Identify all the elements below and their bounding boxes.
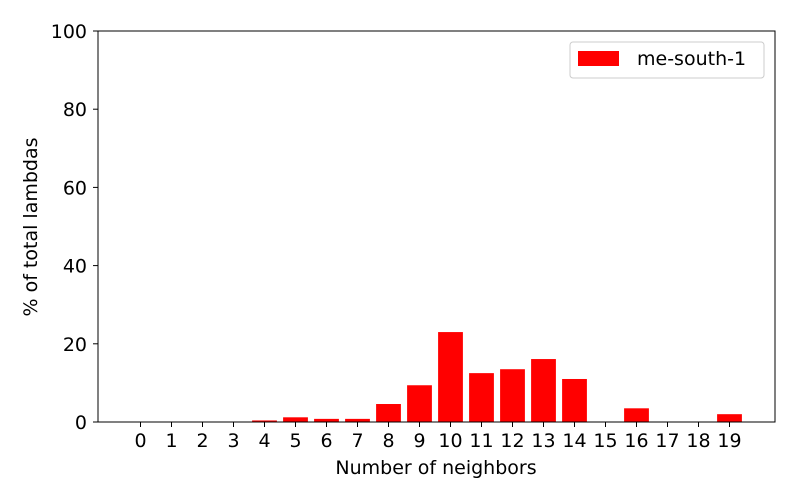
x-tick-label: 4 xyxy=(258,430,270,452)
x-tick-label: 15 xyxy=(593,430,617,452)
x-tick-label: 3 xyxy=(227,430,239,452)
x-tick-label: 7 xyxy=(351,430,363,452)
legend-swatch xyxy=(578,51,619,66)
y-axis: 0 20 40 60 80 100 xyxy=(51,21,98,434)
y-tick-label: 40 xyxy=(63,256,87,278)
x-tick-label: 14 xyxy=(562,430,586,452)
bar-16 xyxy=(624,408,649,422)
x-tick-label: 8 xyxy=(382,430,394,452)
x-tick-label: 11 xyxy=(469,430,493,452)
bar-14 xyxy=(562,378,587,422)
x-tick-label: 19 xyxy=(717,430,741,452)
x-tick-label: 0 xyxy=(134,430,146,452)
y-tick-label: 100 xyxy=(51,21,87,43)
bar-6 xyxy=(314,418,339,422)
bar-7 xyxy=(345,418,370,422)
x-tick-label: 1 xyxy=(165,430,177,452)
x-tick-label: 9 xyxy=(413,430,425,452)
x-tick-label: 18 xyxy=(686,430,710,452)
bar-9 xyxy=(407,385,432,422)
x-tick-label: 6 xyxy=(320,430,332,452)
bar-8 xyxy=(376,404,401,422)
y-tick-label: 0 xyxy=(75,412,87,434)
x-axis: 0 1 2 3 4 5 6 7 8 9 10 11 12 13 14 15 16 17 18 19 xyxy=(134,422,742,452)
x-tick-label: 16 xyxy=(624,430,648,452)
x-tick-label: 5 xyxy=(289,430,301,452)
bars-group xyxy=(252,332,742,423)
bar-11 xyxy=(469,373,494,423)
y-tick-label: 60 xyxy=(63,177,87,199)
legend: me-south-1 xyxy=(569,41,765,79)
plot-area-frame xyxy=(97,30,776,423)
bar-4 xyxy=(252,420,277,422)
x-tick-label: 17 xyxy=(655,430,679,452)
bar-12 xyxy=(500,369,525,422)
y-tick-label: 80 xyxy=(63,99,87,121)
x-axis-label: Number of neighbors xyxy=(335,457,536,479)
bar-13 xyxy=(531,359,556,422)
x-tick-label: 13 xyxy=(531,430,555,452)
bar-10 xyxy=(438,332,463,422)
x-tick-label: 12 xyxy=(500,430,524,452)
y-axis-label: % of total lambdas xyxy=(20,137,42,316)
legend-label: me-south-1 xyxy=(637,48,746,70)
x-tick-label: 10 xyxy=(438,430,462,452)
y-tick-label: 20 xyxy=(63,334,87,356)
x-tick-label: 2 xyxy=(196,430,208,452)
bar-19 xyxy=(717,414,742,422)
bar-5 xyxy=(283,417,308,422)
